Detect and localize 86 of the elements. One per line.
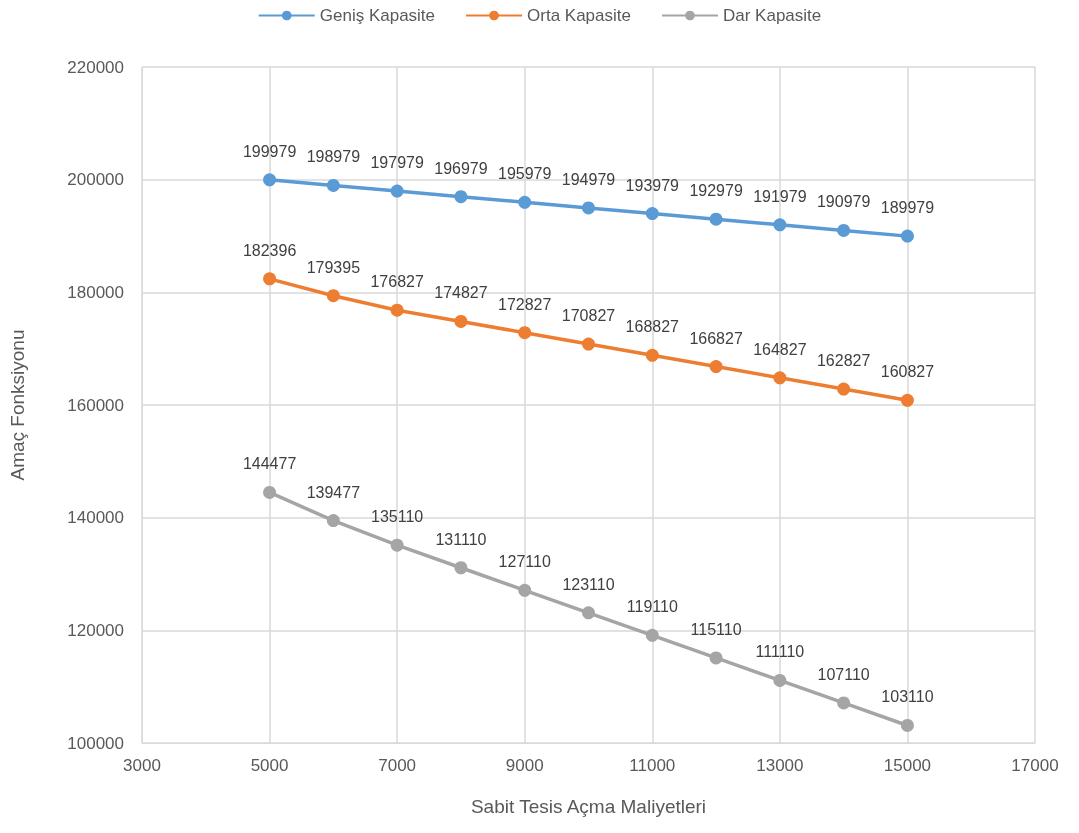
point xyxy=(454,314,468,328)
point xyxy=(263,485,277,499)
point xyxy=(518,583,532,597)
point xyxy=(837,223,851,237)
point xyxy=(582,201,595,215)
y-tick-label: 100000 xyxy=(67,733,124,753)
point xyxy=(645,348,659,362)
point xyxy=(454,561,468,575)
x-tick-label: 9000 xyxy=(505,756,544,775)
data-label: 179395 xyxy=(306,258,361,276)
data-label: 198979 xyxy=(306,148,361,166)
data-label: 191979 xyxy=(753,187,807,205)
point xyxy=(773,371,787,385)
data-label: 115110 xyxy=(690,620,742,638)
data-label: 197979 xyxy=(370,154,424,172)
y-tick-label: 180000 xyxy=(67,282,124,302)
x-tick-label: 5000 xyxy=(250,756,289,775)
y-tick-label: 200000 xyxy=(67,170,124,190)
x-tick-label: 7000 xyxy=(378,756,417,775)
data-label: 195979 xyxy=(498,165,552,183)
data-label: 168827 xyxy=(625,318,680,336)
data-label: 189979 xyxy=(880,199,935,217)
data-label: 107110 xyxy=(817,665,870,683)
legend-label: Orta Kapasite xyxy=(527,6,631,25)
data-label: 160827 xyxy=(880,363,935,381)
data-label: 199979 xyxy=(242,142,297,160)
x-tick-label: 11000 xyxy=(629,756,676,775)
y-axis-title: Amaç Fonksiyonu xyxy=(7,329,28,481)
data-label: 196979 xyxy=(434,159,488,177)
x-tick-label: 15000 xyxy=(883,756,932,775)
y-tick-label: 160000 xyxy=(67,395,124,415)
point xyxy=(837,382,851,396)
data-label: 170827 xyxy=(561,307,616,325)
point xyxy=(582,606,595,620)
point xyxy=(326,514,340,528)
point xyxy=(263,272,277,286)
data-label: 119110 xyxy=(626,598,678,616)
point xyxy=(390,303,404,317)
point xyxy=(709,651,723,665)
y-tick-label: 140000 xyxy=(67,508,124,528)
point xyxy=(454,190,468,204)
point xyxy=(773,673,787,687)
data-label: 192979 xyxy=(689,182,743,200)
data-label: 162827 xyxy=(816,352,871,370)
point xyxy=(518,326,532,340)
y-tick-label: 120000 xyxy=(67,620,124,640)
data-label: 176827 xyxy=(370,273,424,291)
x-tick-label: 17000 xyxy=(1011,756,1059,775)
point xyxy=(645,207,659,221)
data-label: 123110 xyxy=(562,575,615,593)
point xyxy=(709,360,723,374)
legend-label: Geniş Kapasite xyxy=(319,6,436,25)
point xyxy=(773,218,787,232)
data-label: 190979 xyxy=(816,193,871,211)
point xyxy=(900,393,914,407)
x-axis-title: Sabit Tesis Açma Maliyetleri xyxy=(470,796,707,817)
data-label: 193979 xyxy=(625,176,680,194)
point xyxy=(263,173,277,187)
data-label: 144477 xyxy=(242,455,297,473)
x-tick-label: 13000 xyxy=(756,756,804,775)
data-label: 135110 xyxy=(371,508,424,526)
y-tick-label: 220000 xyxy=(67,57,124,77)
point xyxy=(709,212,723,226)
point xyxy=(837,696,851,710)
point xyxy=(326,289,340,303)
point xyxy=(582,337,595,351)
point xyxy=(390,184,404,198)
data-label: 139477 xyxy=(306,483,361,501)
point xyxy=(390,538,404,552)
x-tick-label: 3000 xyxy=(123,756,161,775)
data-label: 164827 xyxy=(753,340,807,358)
point xyxy=(518,195,532,209)
data-label: 127110 xyxy=(498,553,551,571)
point xyxy=(900,718,914,732)
point xyxy=(326,178,340,192)
data-label: 166827 xyxy=(689,329,743,347)
data-label: 182396 xyxy=(242,241,297,259)
data-label: 131110 xyxy=(435,530,487,548)
data-label: 103110 xyxy=(881,688,934,706)
point xyxy=(645,628,659,642)
data-label: 194979 xyxy=(561,170,616,188)
data-label: 172827 xyxy=(498,295,552,313)
point xyxy=(900,229,914,243)
data-label: 174827 xyxy=(434,284,488,302)
legend-label: Dar Kapasite xyxy=(722,6,822,25)
data-label: 111110 xyxy=(755,643,805,661)
